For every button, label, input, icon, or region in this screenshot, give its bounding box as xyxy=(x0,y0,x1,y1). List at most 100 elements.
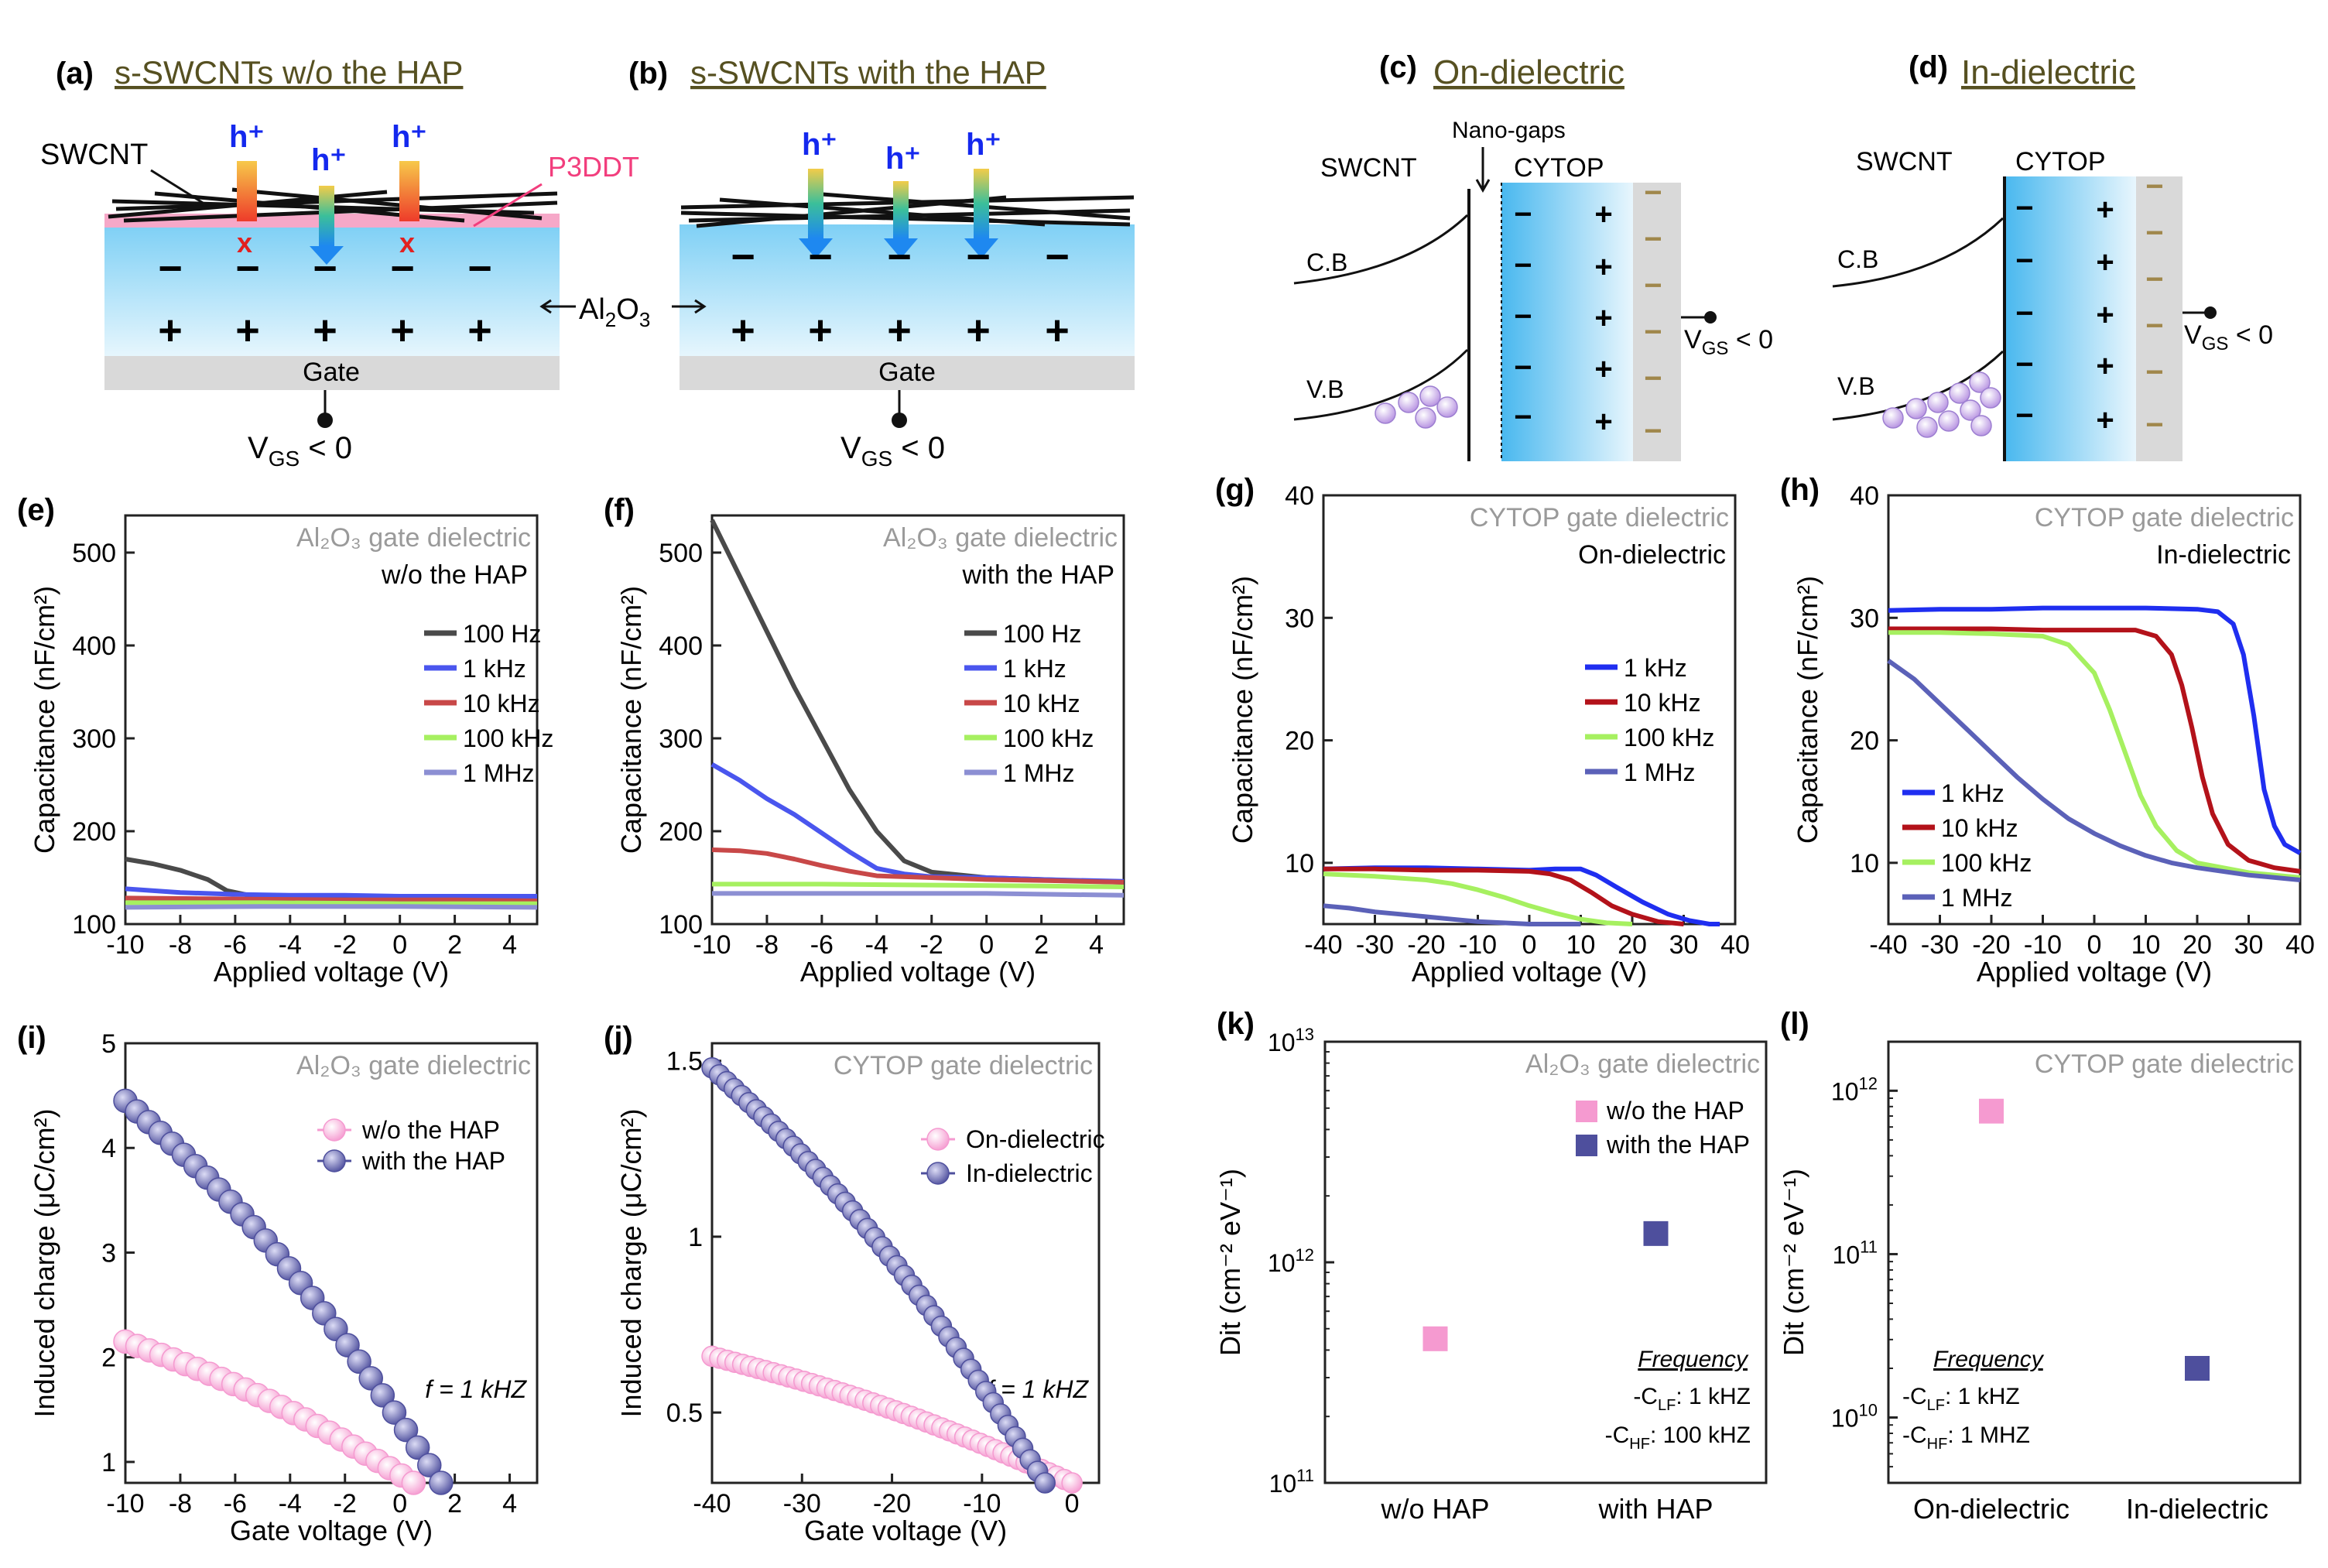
legend-swatch-k xyxy=(1576,1101,1597,1122)
x-tick-label-h: -10 xyxy=(2024,930,2062,960)
panel-c-swcnt-label: SWCNT xyxy=(1320,153,1417,183)
svg-text:−: − xyxy=(235,245,260,292)
x-tick-label-e: -6 xyxy=(224,930,247,960)
panel-c-gate-charges: − − − − − − xyxy=(1644,176,1662,448)
panel-c-cytop-block xyxy=(1501,183,1633,461)
plot-frame-f xyxy=(710,514,1125,926)
svg-text:+: + xyxy=(808,307,833,354)
chart-panels: (e)-10 -8 -6 -4 -2 0 2 4100200300400500Applied … xyxy=(17,473,2315,1546)
chart-panel-k: (k) 1011 1012 1013 w/o HAP with HAP Dit (cm⁻² … xyxy=(1214,1007,1768,1525)
al2o3-arrow-right xyxy=(672,299,707,314)
svg-text:−: − xyxy=(313,245,337,292)
series-line-e-4 xyxy=(125,904,538,910)
plot-frame-j xyxy=(710,1042,1101,1484)
x-tick-label-g: -30 xyxy=(1356,930,1394,960)
data-point-k-1 xyxy=(1643,1221,1669,1246)
x-tick-label-i: -6 xyxy=(224,1489,247,1518)
y-tick-label-f: 200 xyxy=(659,817,703,847)
svg-text:−: − xyxy=(2015,191,2033,225)
x-tick-label-h: 0 xyxy=(2087,930,2102,960)
svg-text:+: + xyxy=(2096,193,2114,227)
svg-text:−: − xyxy=(1644,361,1662,395)
plot-frame-i xyxy=(124,1042,539,1484)
panel-letter-f: (f) xyxy=(604,493,635,527)
y-tick-label-e: 200 xyxy=(72,817,116,847)
freq-line-l: -CLF: 1 kHZ xyxy=(1902,1384,2020,1414)
y-tick-label-i: 5 xyxy=(101,1029,116,1059)
data-point-l-0 xyxy=(1979,1098,2004,1124)
panel-c-schematic: (c) On-dielectric Nano-gaps SWCNT CYTOP … xyxy=(1293,50,1773,461)
svg-text:+: + xyxy=(966,307,991,354)
panel-d-title: In-dielectric xyxy=(1961,53,2135,91)
data-point-l-1 xyxy=(2185,1356,2210,1381)
x-tick-label-e: 0 xyxy=(392,930,407,960)
panel-a-gate-label: Gate xyxy=(303,358,360,387)
x-tick-label-h: -40 xyxy=(1869,930,1907,960)
panel-d-cytop-block xyxy=(2004,176,2136,461)
legend-swatch-j xyxy=(926,1128,950,1151)
svg-text:−: − xyxy=(2145,169,2163,204)
svg-text:+: + xyxy=(1045,307,1070,354)
y-tick-label-g: 20 xyxy=(1285,727,1314,756)
panel-letter-e: (e) xyxy=(17,493,55,527)
data-point-i-1 xyxy=(405,1435,430,1460)
x-tick-label-f: -6 xyxy=(810,930,834,960)
panel-d-conduction-band xyxy=(1832,217,2004,288)
x-tick-label-h: -20 xyxy=(1972,930,2010,960)
legend-label-g: 1 kHz xyxy=(1624,654,1687,682)
y-axis-label-j: Induced charge (μC/cm²) xyxy=(615,1109,647,1418)
data-point-i-0 xyxy=(401,1470,426,1495)
svg-text:h⁺: h⁺ xyxy=(229,120,265,154)
panel-c-vb-label: V.B xyxy=(1306,375,1344,403)
panel-b-title: s-SWCNTs with the HAP xyxy=(690,54,1046,91)
series-line-f-4 xyxy=(712,891,1125,898)
svg-text:−: − xyxy=(1644,315,1662,349)
legend-label-f: 10 kHz xyxy=(1003,690,1080,717)
chart-panel-j: (j) -40 -30 -20 -10 0 0.5 1 1.5 Gate voltage (V) I… xyxy=(604,1021,1105,1546)
panel-c-letter: (c) xyxy=(1379,50,1417,84)
svg-text:−: − xyxy=(2145,216,2163,250)
legend-label-h: 10 kHz xyxy=(1941,814,2018,842)
svg-text:−: − xyxy=(1644,222,1662,256)
svg-text:x: x xyxy=(399,227,415,258)
y-axis-label-g: Capacitance (nF/cm²) xyxy=(1227,576,1258,844)
y-tick-label-e: 400 xyxy=(72,632,116,661)
panel-d-gate-charges: − − − − − − xyxy=(2145,169,2163,442)
panel-c-cytop-label: CYTOP xyxy=(1514,153,1604,183)
panel-c-conduction-band xyxy=(1293,214,1469,285)
panel-c-gate-block xyxy=(1633,183,1681,461)
x-tick-label-f: -4 xyxy=(865,930,888,960)
legend-label-e: 100 Hz xyxy=(463,620,541,648)
panel-d-holes xyxy=(1882,371,2001,438)
plot-frame-l xyxy=(1887,1040,2302,1484)
svg-text:+: + xyxy=(313,307,337,354)
svg-text:−: − xyxy=(2145,355,2163,389)
panel-a-h-plus-labels: h⁺ h⁺ h⁺ xyxy=(229,120,427,177)
svg-text:+: + xyxy=(731,307,755,354)
x-tick-label-h: -30 xyxy=(1921,930,1959,960)
series-line-h-3 xyxy=(1887,659,2301,882)
legend-label-j: In-dielectric xyxy=(966,1159,1093,1187)
x-tick-label-h: 20 xyxy=(2182,930,2212,960)
data-point-i-1 xyxy=(393,1417,419,1443)
svg-text:−: − xyxy=(1514,400,1532,434)
annotation-title-i: Al₂O₃ gate dielectric xyxy=(296,1051,531,1080)
panel-letter-h: (h) xyxy=(1780,473,1820,507)
series-line-e-2 xyxy=(125,895,538,903)
x-tick-label-g: 40 xyxy=(1720,930,1750,960)
legend-label-g: 1 MHz xyxy=(1624,758,1695,786)
legend-label-e: 1 MHz xyxy=(463,759,534,787)
y-tick-label-h: 20 xyxy=(1850,727,1879,756)
y-tick-label-k: 1012 xyxy=(1268,1245,1314,1277)
svg-text:−: − xyxy=(2015,296,2033,330)
x-axis-label-g: Applied voltage (V) xyxy=(1412,956,1647,988)
panel-b-charges: − − − − − + + + + + xyxy=(731,234,1070,354)
svg-text:+: + xyxy=(1594,250,1612,284)
y-axis-label-l: Dit (cm⁻² eV⁻¹) xyxy=(1778,1169,1809,1356)
x-tick-label-i: 4 xyxy=(502,1489,517,1518)
series-line-h-1 xyxy=(1888,626,2301,874)
series-line-e-1 xyxy=(125,886,537,899)
panel-b-vgs: VGS < 0 xyxy=(840,431,945,471)
svg-text:−: − xyxy=(2015,244,2033,278)
panel-d-cytop-label: CYTOP xyxy=(2015,147,2106,176)
